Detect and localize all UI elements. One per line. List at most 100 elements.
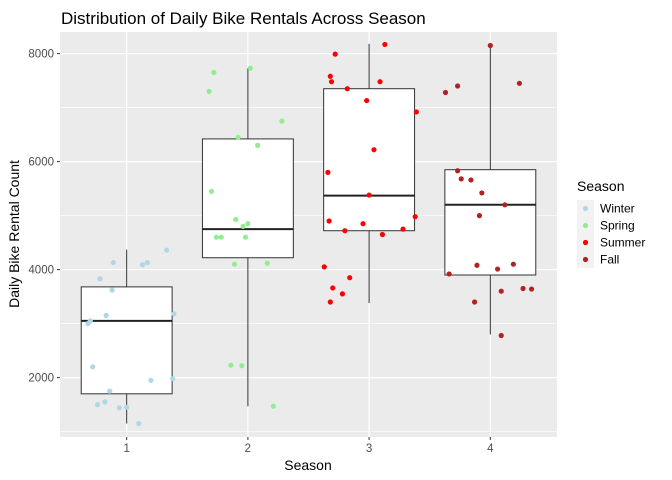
- x-tick-label: 4: [487, 443, 494, 455]
- data-point: [330, 285, 336, 291]
- data-point: [136, 420, 142, 427]
- data-point: [371, 147, 377, 153]
- y-tick-labels: 2000 4000 6000 8000: [28, 49, 60, 385]
- data-point: [347, 275, 353, 281]
- data-point: [412, 214, 418, 220]
- data-point: [339, 291, 346, 297]
- data-point: [124, 404, 130, 410]
- box-body: [444, 169, 537, 276]
- x-tick-labels: 1 2 3 4: [123, 437, 494, 455]
- data-point: [247, 65, 253, 71]
- data-point: [516, 80, 523, 86]
- data-point: [218, 234, 224, 240]
- data-point: [479, 190, 485, 196]
- data-point: [476, 213, 483, 219]
- data-point: [94, 402, 101, 408]
- data-point: [235, 134, 241, 140]
- box-body: [201, 138, 294, 259]
- x-axis-label: Season: [284, 457, 331, 473]
- data-point: [211, 69, 217, 76]
- data-point: [325, 169, 331, 175]
- data-point: [344, 86, 350, 92]
- data-point: [107, 388, 113, 394]
- legend: Season Winter Spring Summer Fall: [577, 178, 645, 268]
- box-body: [80, 286, 173, 395]
- chart-title: Distribution of Daily Bike Rentals Acros…: [61, 9, 426, 28]
- data-point: [326, 218, 332, 224]
- y-tick-label: 8000: [28, 49, 54, 61]
- y-tick-label: 4000: [28, 265, 54, 277]
- data-point: [213, 234, 219, 240]
- y-axis-label: Daily Bike Rental Count: [6, 160, 22, 308]
- data-point: [364, 97, 370, 104]
- data-point: [240, 223, 246, 229]
- data-point: [228, 362, 234, 368]
- data-point: [327, 73, 333, 79]
- data-point: [342, 228, 348, 234]
- data-point: [231, 261, 238, 267]
- data-point: [400, 226, 406, 232]
- data-point: [495, 266, 501, 272]
- data-point: [116, 405, 122, 411]
- data-point: [471, 299, 478, 305]
- data-point: [102, 399, 108, 405]
- data-point: [366, 192, 372, 198]
- legend-marker: [582, 205, 589, 212]
- legend-marker: [582, 239, 589, 246]
- jitter-points: [85, 41, 535, 427]
- data-point: [332, 51, 338, 57]
- data-point: [328, 79, 335, 85]
- data-point: [502, 202, 508, 208]
- data-point: [139, 262, 146, 268]
- data-point: [87, 318, 93, 324]
- data-point: [144, 259, 150, 266]
- data-point: [90, 364, 96, 370]
- data-point: [510, 261, 516, 267]
- boxes: [80, 43, 537, 424]
- data-point: [528, 286, 535, 292]
- legend-label: Summer: [600, 236, 645, 250]
- data-point: [171, 311, 177, 317]
- data-point: [455, 168, 461, 174]
- y-tick-label: 2000: [28, 373, 54, 385]
- data-point: [254, 142, 261, 148]
- data-point: [458, 176, 464, 182]
- data-point: [377, 79, 383, 85]
- data-point: [379, 231, 386, 238]
- legend-marker: [582, 256, 589, 263]
- x-tick-label: 3: [366, 443, 372, 455]
- data-point: [264, 260, 270, 266]
- data-point: [498, 332, 504, 339]
- data-point: [103, 312, 109, 319]
- legend-title: Season: [577, 178, 624, 194]
- data-point: [239, 363, 245, 369]
- data-point: [327, 299, 333, 305]
- data-point: [474, 262, 480, 268]
- data-point: [279, 118, 285, 124]
- y-tick-label: 6000: [28, 157, 54, 169]
- data-point: [148, 377, 154, 383]
- data-point: [242, 234, 249, 240]
- data-point: [468, 177, 474, 183]
- x-tick-label: 1: [123, 443, 129, 455]
- data-point: [97, 276, 103, 282]
- data-point: [442, 89, 449, 96]
- data-point: [446, 271, 452, 277]
- data-point: [360, 221, 366, 227]
- data-point: [233, 216, 239, 222]
- legend-marker: [582, 222, 589, 229]
- legend-label: Winter: [600, 202, 635, 216]
- data-point: [170, 376, 176, 382]
- data-point: [270, 403, 276, 409]
- legend-label: Spring: [600, 219, 635, 233]
- data-point: [498, 288, 504, 294]
- data-point: [245, 221, 251, 227]
- box-body: [323, 88, 416, 232]
- legend-label: Fall: [600, 253, 619, 267]
- data-point: [109, 287, 115, 293]
- data-point: [206, 88, 212, 94]
- data-point: [382, 41, 388, 48]
- data-point: [321, 264, 327, 270]
- data-point: [413, 109, 419, 115]
- data-point: [487, 42, 493, 49]
